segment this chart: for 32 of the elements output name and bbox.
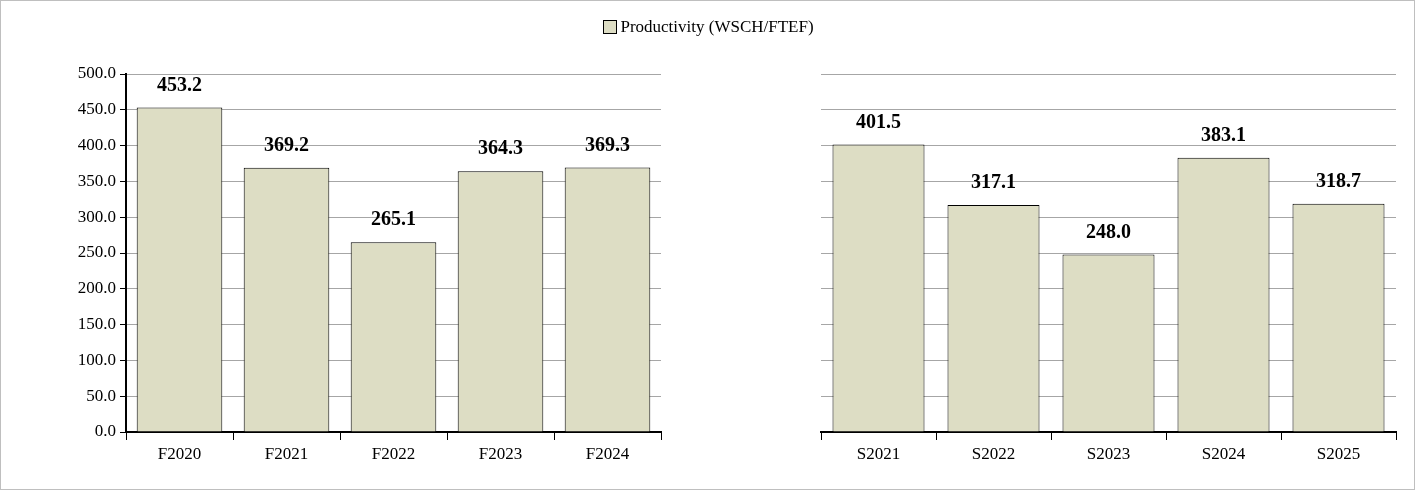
y-tick-label: 300.0 [77,206,116,226]
y-tick-label: 450.0 [77,99,116,119]
y-tick-label: 500.0 [77,63,116,83]
data-label: 383.1 [1201,122,1246,145]
y-tick-label: 350.0 [77,170,116,190]
data-label: 317.1 [971,170,1016,193]
x-tick-label: F2022 [371,443,416,463]
x-tick-label: S2024 [1201,443,1246,463]
data-label: 453.2 [157,72,202,95]
x-tick-label: S2025 [1316,443,1361,463]
data-label: 248.0 [1086,219,1131,242]
y-tick-label: 0.0 [94,421,116,441]
y-tick-label: 200.0 [77,278,116,298]
data-label: 318.7 [1316,168,1361,191]
x-tick-label: S2023 [1086,443,1131,463]
data-label: 369.2 [264,132,309,155]
data-label: 265.1 [371,207,416,230]
data-label: 369.3 [585,132,630,155]
x-tick-label: S2021 [856,443,901,463]
data-label: 401.5 [856,109,901,132]
y-tick-label: 150.0 [77,314,116,334]
x-tick-label: F2021 [264,443,309,463]
x-tick-label: S2022 [971,443,1016,463]
y-tick-label: 100.0 [77,349,116,369]
x-tick-label: F2024 [585,443,630,463]
y-tick-label: 50.0 [86,385,116,405]
y-tick-label: 400.0 [77,135,116,155]
text: Productivity (WSCH/FTEF) [620,17,814,37]
x-tick-label: F2020 [157,443,202,463]
y-tick-label: 250.0 [77,242,116,262]
x-tick-label: F2023 [478,443,523,463]
data-label: 364.3 [478,136,523,159]
